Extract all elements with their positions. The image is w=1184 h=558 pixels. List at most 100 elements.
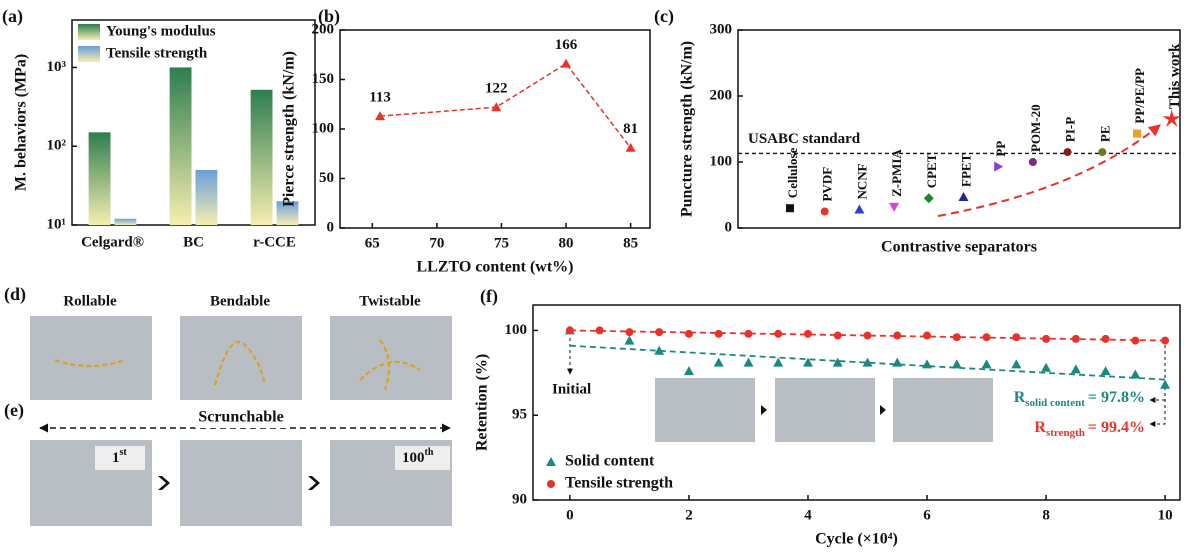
annotation-base: R: [1034, 419, 1046, 436]
point: [1011, 359, 1021, 368]
photo: [180, 440, 302, 526]
caption-sup: th: [425, 447, 434, 458]
y-tick-label: 300: [710, 21, 733, 37]
figure: (d) Rollable Bendable Twistable (e) Scru…: [0, 0, 1184, 558]
panel-label: (d): [4, 284, 26, 305]
point: [561, 59, 571, 68]
point: [1029, 158, 1037, 166]
annotation-sub: solid content: [1025, 397, 1085, 409]
point: [952, 359, 962, 368]
panel-label: (f): [480, 286, 498, 307]
legend-label: Tensile strength: [565, 475, 673, 492]
y-tick-label: 0: [725, 219, 733, 235]
point: [624, 336, 634, 345]
point: [834, 332, 842, 340]
caption-sup: st: [120, 447, 128, 458]
point: [1161, 337, 1169, 345]
photo: [30, 316, 152, 400]
step-arrow: [308, 476, 320, 490]
point: [773, 358, 783, 367]
photo: [655, 378, 755, 442]
x-tick-label: r-CCE: [253, 234, 296, 250]
y-tick-label: 200: [312, 21, 335, 37]
point: [982, 359, 992, 368]
point: [1133, 130, 1141, 138]
point: [655, 328, 663, 336]
point: [893, 332, 901, 340]
point: [1102, 335, 1110, 343]
point: [889, 203, 899, 212]
annotation-sub: strength: [1046, 427, 1085, 439]
x-tick-label: 75: [494, 235, 509, 251]
x-axis-label: Cycle (×10⁴): [815, 531, 898, 548]
legend-marker: [547, 480, 555, 488]
caption-base: 1: [112, 450, 120, 466]
y-tick-label: 90: [512, 491, 527, 507]
point: [833, 358, 843, 367]
panel-label: (a): [2, 6, 23, 27]
x-tick-label: 0: [566, 507, 574, 523]
point: [821, 208, 829, 216]
x-tick-label: 4: [804, 507, 812, 523]
data-label: 113: [369, 90, 391, 106]
plot-frame: [738, 30, 1180, 228]
point: [774, 330, 782, 338]
photo: [775, 378, 875, 442]
photo-panel-d: (d) Rollable Bendable Twistable: [4, 284, 452, 400]
legend-marker: [546, 457, 556, 466]
annotation-text: = 99.4%: [1088, 419, 1145, 436]
point-label: NCNF: [854, 163, 869, 199]
point: [1012, 333, 1020, 341]
point-label: PP: [993, 141, 1008, 157]
point: [1064, 148, 1072, 156]
point: [1041, 363, 1051, 372]
photo: [330, 316, 452, 400]
point: [596, 326, 604, 334]
point: [786, 204, 794, 212]
x-tick-label: 80: [559, 235, 574, 251]
legend-swatch: [78, 46, 100, 62]
panel-label: (e): [4, 400, 24, 421]
x-tick-label: 10: [1158, 507, 1173, 523]
point: [983, 333, 991, 341]
x-axis-label: Contrastive separators: [881, 239, 1037, 256]
x-tick-label: 2: [685, 507, 693, 523]
point-label: CPET: [924, 153, 939, 188]
point-label: PI-P: [1063, 117, 1078, 142]
point: [922, 359, 932, 368]
point: [1042, 335, 1050, 343]
point: [994, 162, 1003, 172]
y-axis-label: Puncture strength (kN/m): [679, 41, 696, 217]
point-label: Cellulose: [785, 147, 800, 198]
point: [715, 330, 723, 338]
y-tick-label: 10²: [47, 138, 67, 154]
point-label: PE: [1097, 125, 1112, 142]
point: [923, 332, 931, 340]
point: [1071, 364, 1081, 373]
point: [953, 333, 961, 341]
y-tick-label: 200: [710, 87, 733, 103]
point: [804, 330, 812, 338]
reference-label: USABC standard: [748, 131, 861, 147]
bar: [89, 132, 111, 225]
legend-swatch: [78, 24, 100, 40]
point: [714, 358, 724, 367]
x-tick-label: 70: [429, 235, 444, 251]
point: [685, 330, 693, 338]
point-label: PVDF: [820, 167, 835, 202]
x-tick-label: 6: [923, 507, 931, 523]
annotation-text: = 97.8%: [1088, 389, 1145, 406]
point: [864, 332, 872, 340]
bar: [170, 67, 192, 225]
point: [1162, 109, 1181, 127]
x-tick-label: Celgard®: [81, 234, 144, 250]
annotation: Initial: [552, 381, 591, 397]
point: [743, 358, 753, 367]
photo-caption: Twistable: [359, 293, 421, 309]
photo-title: Scrunchable: [198, 409, 283, 426]
plot-frame: [340, 30, 650, 228]
annotation-base: R: [1014, 389, 1026, 406]
y-tick-label: 100: [710, 153, 733, 169]
panel-label: (c): [654, 6, 674, 27]
legend-label: Young's modulus: [106, 23, 216, 39]
